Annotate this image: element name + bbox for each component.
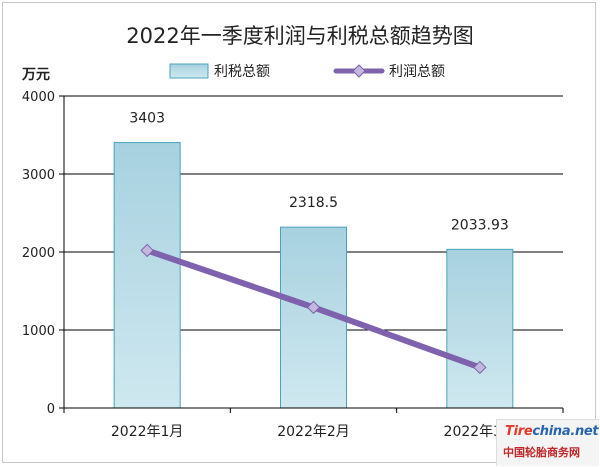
bar-data-label: 2318.5 — [289, 195, 338, 211]
watermark-logo: Tirechina.net — [505, 424, 599, 439]
bar — [113, 142, 181, 409]
y-tick-label: 0 — [47, 402, 55, 417]
legend-swatch-bar — [169, 63, 209, 79]
y-tick-label: 3000 — [22, 168, 55, 183]
bar-data-label: 2033.93 — [451, 217, 509, 233]
line-marker — [473, 360, 487, 375]
bar-data-label: 3403 — [129, 111, 165, 127]
chart-frame — [2, 2, 596, 463]
legend-marker-line — [352, 64, 366, 78]
y-tick-label: 2000 — [22, 246, 55, 261]
y-tick-label: 4000 — [22, 90, 55, 105]
line-marker — [306, 300, 321, 315]
y-tick-label: 1000 — [22, 324, 55, 339]
line-series — [140, 243, 487, 375]
bar — [446, 248, 514, 409]
watermark: Tirechina.net 中国轮胎商务网 — [496, 419, 599, 466]
y-axis-label: 万元 — [21, 67, 50, 83]
legend-label-bar: 利税总额 — [214, 64, 270, 80]
legend: 利税总额 利润总额 — [169, 63, 445, 80]
x-tick-label: 2022年2月 — [277, 424, 350, 440]
x-tick-label: 2022年1月 — [111, 424, 184, 440]
watermark-text: 中国轮胎商务网 — [503, 446, 580, 459]
chart-title: 2022年一季度利润与利税总额趋势图 — [126, 24, 473, 48]
line-marker — [140, 243, 154, 258]
legend-label-line: 利润总额 — [389, 64, 445, 80]
